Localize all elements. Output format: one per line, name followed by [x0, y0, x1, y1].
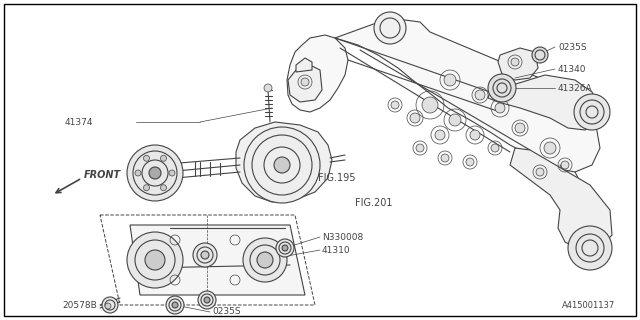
Circle shape: [532, 47, 548, 63]
Circle shape: [149, 167, 161, 179]
Circle shape: [264, 84, 272, 92]
Circle shape: [470, 130, 480, 140]
Circle shape: [166, 296, 184, 314]
Circle shape: [127, 232, 183, 288]
Text: 41326A: 41326A: [558, 84, 593, 92]
Circle shape: [441, 154, 449, 162]
Polygon shape: [287, 35, 348, 112]
Circle shape: [198, 291, 216, 309]
Circle shape: [515, 123, 525, 133]
Circle shape: [193, 243, 217, 267]
Polygon shape: [236, 122, 332, 202]
Circle shape: [143, 155, 150, 161]
Circle shape: [244, 127, 320, 203]
Text: 41374: 41374: [65, 117, 93, 126]
Text: 0235S: 0235S: [558, 43, 587, 52]
Circle shape: [301, 78, 309, 86]
Circle shape: [257, 252, 273, 268]
Circle shape: [449, 114, 461, 126]
Circle shape: [574, 94, 610, 130]
Circle shape: [169, 170, 175, 176]
Circle shape: [410, 113, 420, 123]
Circle shape: [161, 155, 166, 161]
Circle shape: [391, 101, 399, 109]
Circle shape: [143, 185, 150, 191]
Circle shape: [161, 185, 166, 191]
Polygon shape: [296, 58, 312, 72]
Circle shape: [127, 145, 183, 201]
Circle shape: [135, 170, 141, 176]
Text: 41310: 41310: [322, 245, 351, 254]
Text: FIG.195: FIG.195: [318, 173, 355, 183]
Circle shape: [276, 239, 294, 257]
Polygon shape: [130, 225, 305, 295]
Circle shape: [201, 251, 209, 259]
Circle shape: [511, 58, 519, 66]
Circle shape: [274, 157, 290, 173]
Circle shape: [105, 303, 111, 309]
Circle shape: [488, 74, 516, 102]
Circle shape: [491, 144, 499, 152]
Circle shape: [172, 302, 178, 308]
Circle shape: [102, 297, 118, 313]
Polygon shape: [510, 148, 612, 250]
Polygon shape: [335, 18, 600, 172]
Text: N330008: N330008: [322, 233, 364, 242]
Text: 41340: 41340: [558, 65, 586, 74]
Text: FRONT: FRONT: [84, 170, 121, 180]
Circle shape: [495, 103, 505, 113]
Text: 20578B: 20578B: [62, 300, 97, 309]
Circle shape: [145, 250, 165, 270]
Circle shape: [204, 297, 210, 303]
Circle shape: [435, 130, 445, 140]
Circle shape: [561, 161, 569, 169]
Circle shape: [475, 90, 485, 100]
Polygon shape: [498, 48, 538, 80]
Circle shape: [568, 226, 612, 270]
Circle shape: [243, 238, 287, 282]
Polygon shape: [288, 65, 322, 102]
Text: A415001137: A415001137: [562, 301, 615, 310]
Circle shape: [282, 245, 288, 251]
Circle shape: [536, 168, 544, 176]
Circle shape: [416, 144, 424, 152]
Polygon shape: [488, 75, 600, 130]
Circle shape: [444, 74, 456, 86]
Circle shape: [422, 97, 438, 113]
Circle shape: [544, 142, 556, 154]
Text: FIG.201: FIG.201: [355, 198, 392, 208]
Text: 0235S: 0235S: [212, 308, 241, 316]
Circle shape: [466, 158, 474, 166]
Circle shape: [374, 12, 406, 44]
